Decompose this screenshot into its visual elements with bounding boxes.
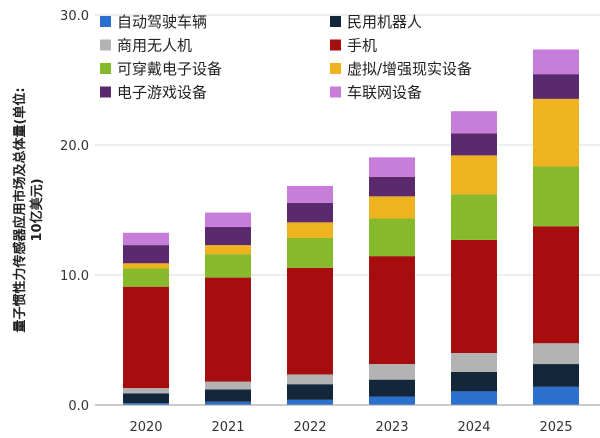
bar-segment [533,386,579,405]
x-tick-label: 2025 [539,420,572,434]
bar-segment [533,226,579,344]
bar-segment [533,49,579,75]
x-tick-label: 2024 [457,420,490,434]
bar-segment [533,343,579,365]
bar-segment [205,212,251,227]
legend-swatch [330,39,341,51]
bar-segment [369,157,415,177]
legend-label: 电子游戏设备 [117,84,207,102]
bar-segment [123,286,169,389]
y-axis-label-line1: 量子惯性力传感器应用市场及总体量(单位: [12,87,28,332]
bar-segment [123,245,169,264]
legend-swatch [330,86,341,98]
bar-segment [287,384,333,400]
x-tick-label: 2023 [375,420,408,434]
bar-segment [451,111,497,134]
bar-segment [369,396,415,405]
legend-label: 民用机器人 [347,13,422,31]
bar-segment [451,239,497,353]
x-tick-label: 2022 [293,420,326,434]
legend-label: 手机 [347,37,377,55]
bar-segment [451,391,497,405]
bars [123,49,579,405]
bar-segment [205,277,251,382]
y-tick-label: 0.0 [68,399,89,414]
bar-segment [533,364,579,387]
y-tick-label: 10.0 [60,269,89,284]
bar-segment [369,364,415,380]
bar-segment [205,389,251,402]
bar-segment [533,98,579,167]
bar-segment [533,166,579,227]
bar-segment [287,185,333,203]
legend-label: 虚拟/增强现实设备 [347,60,472,78]
bar-segment [287,202,333,223]
x-tick-label: 2020 [129,420,162,434]
bar-segment [451,371,497,392]
bar-segment [451,155,497,195]
bar-segment [123,232,169,246]
bar-segment [287,237,333,268]
legend-swatch [100,39,111,51]
bar-segment [123,403,169,405]
bar-segment [123,263,169,269]
legend-swatch [100,16,111,27]
axes: 0.0 10.0 20.0 30.0 2020 2021 2022 2023 2024 2025 [60,9,600,435]
bar-segment [205,401,251,405]
legend-label: 自动驾驶车辆 [117,13,207,31]
bar-segment [369,196,415,219]
bar-segment [123,268,169,287]
bar-segment [287,222,333,238]
bar-segment [205,245,251,255]
bar-segment [369,176,415,197]
legend-swatch [330,63,341,74]
bar-segment [451,194,497,240]
bar-segment [287,267,333,375]
bar-segment [369,379,415,397]
bar-segment [205,254,251,278]
bar-segment [451,353,497,372]
bar-segment [533,74,579,99]
legend-label: 可穿戴电子设备 [117,60,222,78]
y-tick-label: 30.0 [60,9,89,24]
legend-label: 商用无人机 [117,37,192,55]
bar-segment [205,381,251,390]
legend-swatch [100,86,111,98]
y-axis-label-line2: 10亿美元) [29,178,45,241]
bar-segment [369,256,415,365]
bar-segment [287,374,333,385]
bar-segment [287,399,333,405]
bar-segment [123,388,169,394]
x-tick-label: 2021 [211,420,244,434]
legend-swatch [100,63,111,74]
bar-segment [451,133,497,156]
legend-swatch [330,16,341,27]
bar-segment [205,226,251,246]
y-tick-label: 20.0 [60,139,89,154]
bar-segment [369,218,415,257]
legend-label: 车联网设备 [347,84,422,102]
bar-segment [123,393,169,404]
gridlines [95,14,600,276]
